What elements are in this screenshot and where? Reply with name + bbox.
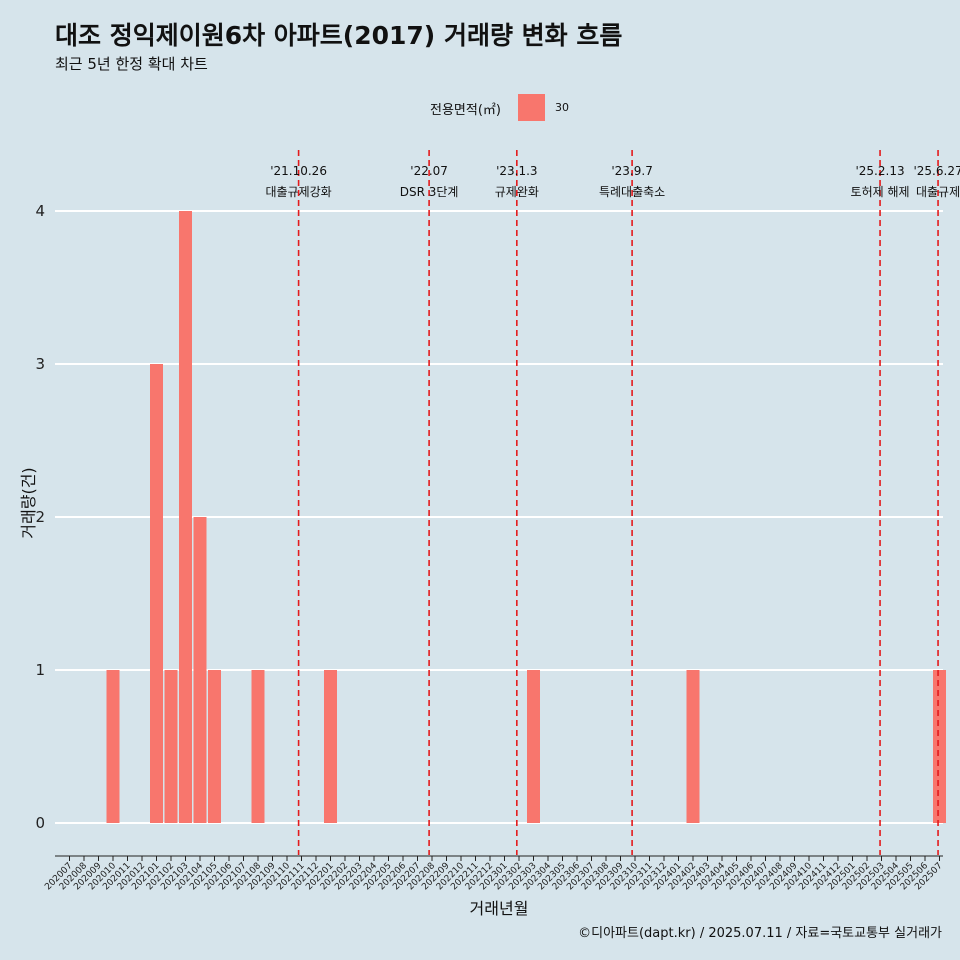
event-date: '22.07 — [410, 164, 448, 178]
chart-subtitle: 최근 5년 한정 확대 차트 — [55, 55, 208, 73]
bar — [193, 517, 207, 823]
event-label: 규제완화 — [495, 185, 539, 199]
bar — [251, 670, 265, 823]
legend-label: 30 — [555, 101, 569, 114]
y-axis-title: 거래량(건) — [19, 467, 38, 538]
event-label: 대출규제 — [916, 185, 960, 199]
event-label: DSR 3단계 — [400, 185, 459, 199]
legend-swatch — [518, 94, 545, 121]
event-label: 대출규제강화 — [265, 185, 331, 199]
event-label: 토허제 해제 — [851, 185, 910, 199]
legend-title: 전용면적(㎡) — [430, 103, 501, 118]
bar — [324, 670, 337, 823]
y-tick-label: 0 — [35, 814, 45, 832]
bar — [686, 670, 700, 823]
event-date: '21.10.26 — [270, 164, 327, 178]
x-axis-title: 거래년월 — [470, 899, 529, 918]
y-tick-label: 1 — [35, 661, 45, 679]
event-date: '23.1.3 — [496, 164, 537, 178]
event-date: '25.6.27 — [913, 164, 960, 178]
event-label: 특례대출축소 — [599, 185, 665, 199]
y-tick-label: 4 — [35, 202, 45, 220]
y-tick-label: 3 — [35, 355, 45, 373]
bar — [106, 670, 120, 823]
legend: 전용면적(㎡) 30 — [0, 94, 960, 122]
bar — [527, 670, 540, 823]
bar — [208, 670, 221, 823]
bar — [179, 211, 192, 823]
bar — [150, 364, 163, 823]
y-tick-label: 2 — [35, 508, 45, 526]
bar — [164, 670, 178, 823]
event-date: '25.2.13 — [855, 164, 904, 178]
chart-title: 대조 정익제이원6차 아파트(2017) 거래량 변화 흐름 — [55, 21, 623, 50]
source-caption: ©디아파트(dapt.kr) / 2025.07.11 / 자료=국토교통부 실… — [578, 926, 942, 941]
bar — [933, 670, 946, 823]
event-date: '23.9.7 — [611, 164, 652, 178]
